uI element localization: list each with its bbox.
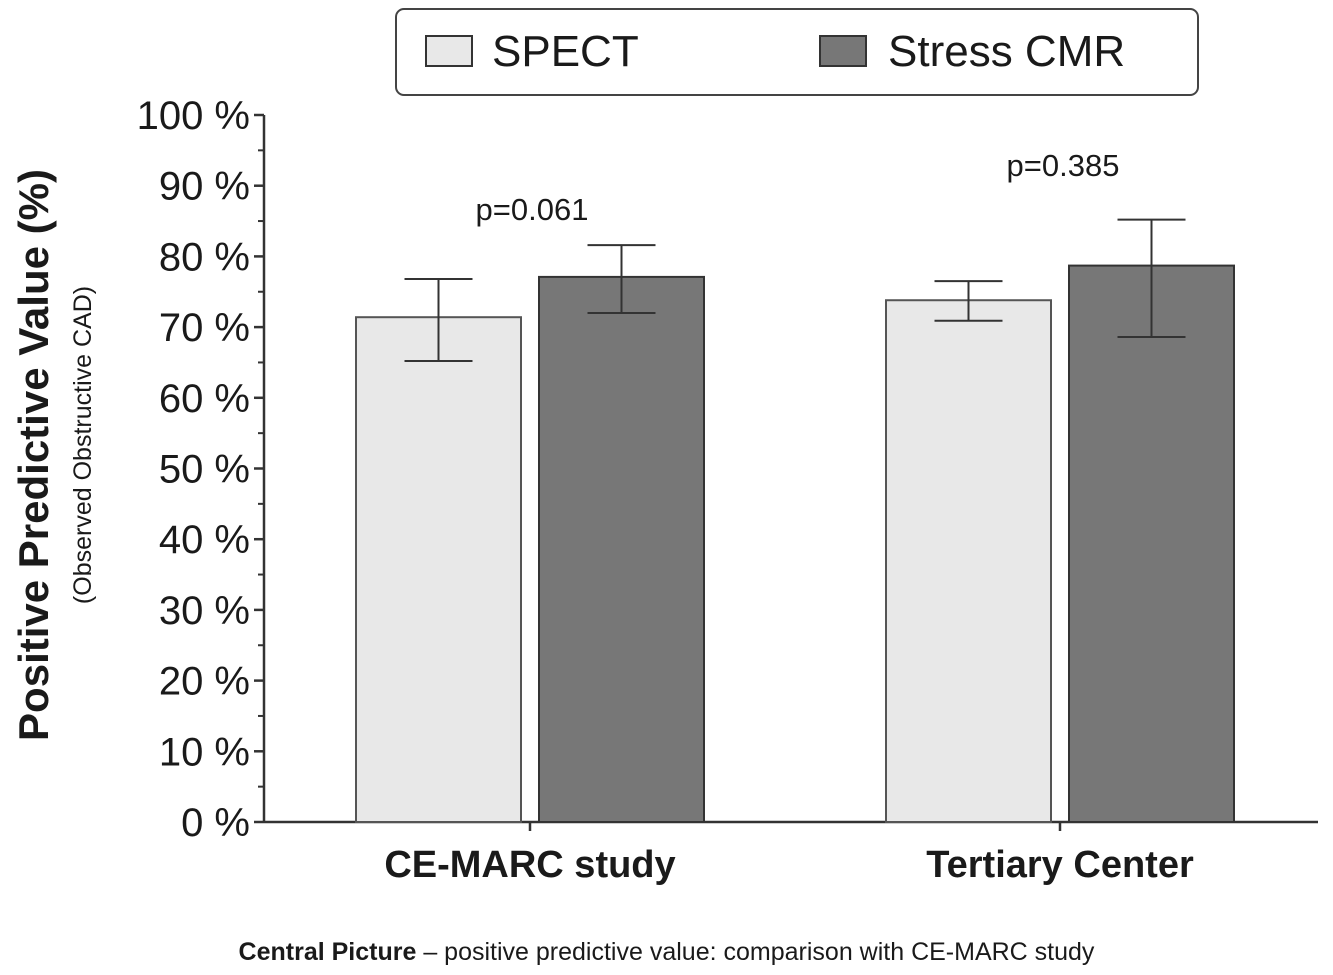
figure-caption: Central Picture – positive predictive va…: [0, 938, 1333, 967]
bar-chart: 0 % 10 % 20 % 30 % 40 % 50 % 60 % 70 % 80 % 90 % 1…: [10, 8, 1318, 886]
x-tick-label: Tertiary Center: [926, 844, 1194, 886]
y-tick-label: 0 %: [181, 801, 250, 845]
y-tick-label: 100 %: [137, 94, 250, 138]
y-tick-label: 50 %: [159, 448, 250, 492]
y-tick-label: 70 %: [159, 306, 250, 350]
y-axis-subtitle: (Observed Obstructive CAD): [69, 286, 97, 604]
y-tick-label: 40 %: [159, 518, 250, 562]
legend-box: [395, 8, 1199, 96]
p-value-annotation: p=0.385: [1007, 148, 1120, 183]
y-tick-label: 90 %: [159, 165, 250, 209]
y-tick-label: 60 %: [159, 377, 250, 421]
y-tick-label: 30 %: [159, 589, 250, 633]
y-tick-label: 20 %: [159, 660, 250, 704]
bar-stress-cmr: [538, 275, 705, 823]
x-tick-label: CE-MARC study: [384, 844, 675, 886]
y-tick-label: 80 %: [159, 235, 250, 279]
bar-spect: [885, 299, 1052, 823]
bar-stress-cmr: [1068, 264, 1235, 823]
legend-label: SPECT: [492, 27, 639, 76]
y-tick-label: 10 %: [159, 730, 250, 774]
p-value-annotation: p=0.061: [476, 192, 589, 227]
bar-spect: [355, 316, 522, 823]
caption-bold: Central Picture: [238, 938, 417, 966]
legend-swatch-stress-cmr: [819, 35, 867, 67]
legend-label: Stress CMR: [888, 27, 1125, 76]
legend-swatch-spect: [425, 35, 473, 67]
caption-text: – positive predictive value: comparison …: [416, 938, 1095, 966]
y-axis-title: Positive Predictive Value (%): [10, 169, 57, 741]
